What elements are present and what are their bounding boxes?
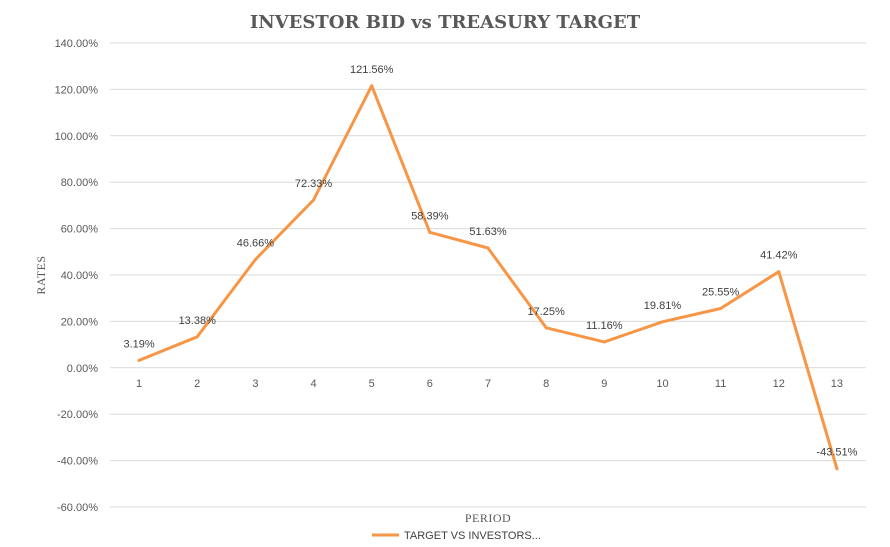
data-label: 72.33% [295,178,333,190]
data-point [428,230,432,234]
gridlines [110,42,866,508]
data-label: 41.42% [760,250,798,262]
chart-title: INVESTOR BID vs TREASURY TARGET [250,12,641,33]
x-tick-label: 13 [831,378,843,390]
data-point [312,198,316,202]
legend: TARGET VS INVESTORS... [372,530,541,542]
x-axis-ticks: 1 2 3 4 5 6 7 8 9 10 11 12 13 [136,378,843,390]
y-tick-label: 80.00% [61,177,99,189]
x-tick-label: 1 [136,378,142,390]
data-point [137,358,141,362]
data-label: -43.51% [816,447,857,459]
series-layer [137,84,839,471]
data-labels: 3.19% 13.38% 46.66% 72.33% 121.56% 58.39% 51.6… [123,64,857,459]
y-tick-label: 140.00% [55,38,99,50]
y-tick-label: 120.00% [55,84,99,96]
data-point [602,340,606,344]
data-label: 121.56% [350,64,394,76]
data-point [777,270,781,274]
y-tick-label: -20.00% [57,409,98,421]
x-tick-label: 9 [601,378,607,390]
y-tick-label: -40.00% [57,456,98,468]
x-tick-label: 12 [773,378,785,390]
data-label: 17.25% [527,306,565,318]
x-tick-label: 7 [485,378,491,390]
x-tick-label: 3 [252,378,258,390]
data-point [486,246,490,250]
data-point [370,84,374,88]
x-tick-label: 4 [310,378,316,390]
y-tick-label: -60.00% [57,502,98,514]
data-label: 46.66% [237,238,275,250]
legend-label: TARGET VS INVESTORS... [404,530,541,542]
data-point [660,320,664,324]
x-tick-label: 11 [715,378,726,390]
y-tick-label: 20.00% [61,316,99,328]
x-axis-title: PERIOD [465,511,511,525]
data-label: 3.19% [123,338,154,350]
data-point [195,335,199,339]
data-label: 25.55% [702,287,740,299]
data-label: 11.16% [586,320,623,332]
data-point [719,307,723,311]
data-label: 19.81% [644,300,682,312]
x-tick-label: 6 [427,378,433,390]
x-tick-label: 10 [656,378,668,390]
data-label: 13.38% [179,315,217,327]
data-label: 58.39% [411,210,449,222]
y-tick-label: 40.00% [61,270,99,282]
data-point [544,326,548,330]
y-tick-label: 60.00% [61,224,99,236]
y-tick-label: 100.00% [55,131,99,143]
y-tick-label: 0.00% [67,363,98,375]
x-tick-label: 2 [194,378,200,390]
data-point [835,467,839,471]
x-tick-label: 8 [543,378,549,390]
y-axis-ticks: 140.00% 120.00% 100.00% 80.00% 60.00% 40.00% 2… [55,38,99,514]
data-point [253,258,257,262]
data-label: 51.63% [469,226,507,238]
x-tick-label: 5 [369,378,375,390]
series-line [137,84,839,471]
y-axis-title: RATES [34,255,48,294]
